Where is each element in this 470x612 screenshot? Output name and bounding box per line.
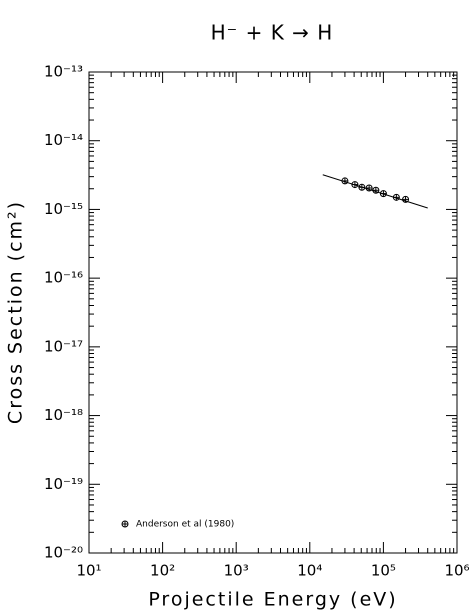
plot-frame	[88, 71, 458, 554]
point	[402, 195, 410, 203]
x-tick-label: 10¹	[76, 562, 101, 580]
point	[121, 520, 129, 528]
x-tick-label: 10⁵	[371, 562, 396, 580]
point	[372, 186, 380, 194]
fit-line	[322, 174, 428, 209]
y-tick-label: 10⁻¹⁶	[44, 269, 83, 287]
y-tick-label: 10⁻¹⁵	[44, 200, 83, 218]
y-tick-label: 10⁻¹⁸	[44, 406, 83, 424]
y-tick-label: 10⁻¹⁷	[44, 337, 83, 355]
x-tick-label: 10⁶	[444, 562, 469, 580]
x-tick-label: 10²	[150, 562, 175, 580]
legend-label: Anderson et al (1980)	[136, 520, 234, 530]
x-tick-label: 10³	[224, 562, 249, 580]
y-axis-label: Cross Section (cm²)	[5, 200, 27, 424]
point	[365, 184, 373, 192]
y-tick-label: 10⁻¹⁴	[44, 131, 83, 149]
y-tick-label: 10⁻¹³	[44, 63, 83, 81]
x-tick-label: 10⁴	[297, 562, 322, 580]
y-tick-label: 10⁻²⁰	[44, 544, 83, 562]
point	[392, 193, 400, 201]
chart-title: H⁻ + K → H	[211, 21, 334, 45]
x-axis-label: Projectile Energy (eV)	[148, 589, 397, 611]
point	[341, 177, 349, 185]
point	[351, 181, 359, 189]
point	[358, 183, 366, 191]
y-tick-label: 10⁻¹⁹	[44, 475, 83, 493]
point	[379, 190, 387, 198]
